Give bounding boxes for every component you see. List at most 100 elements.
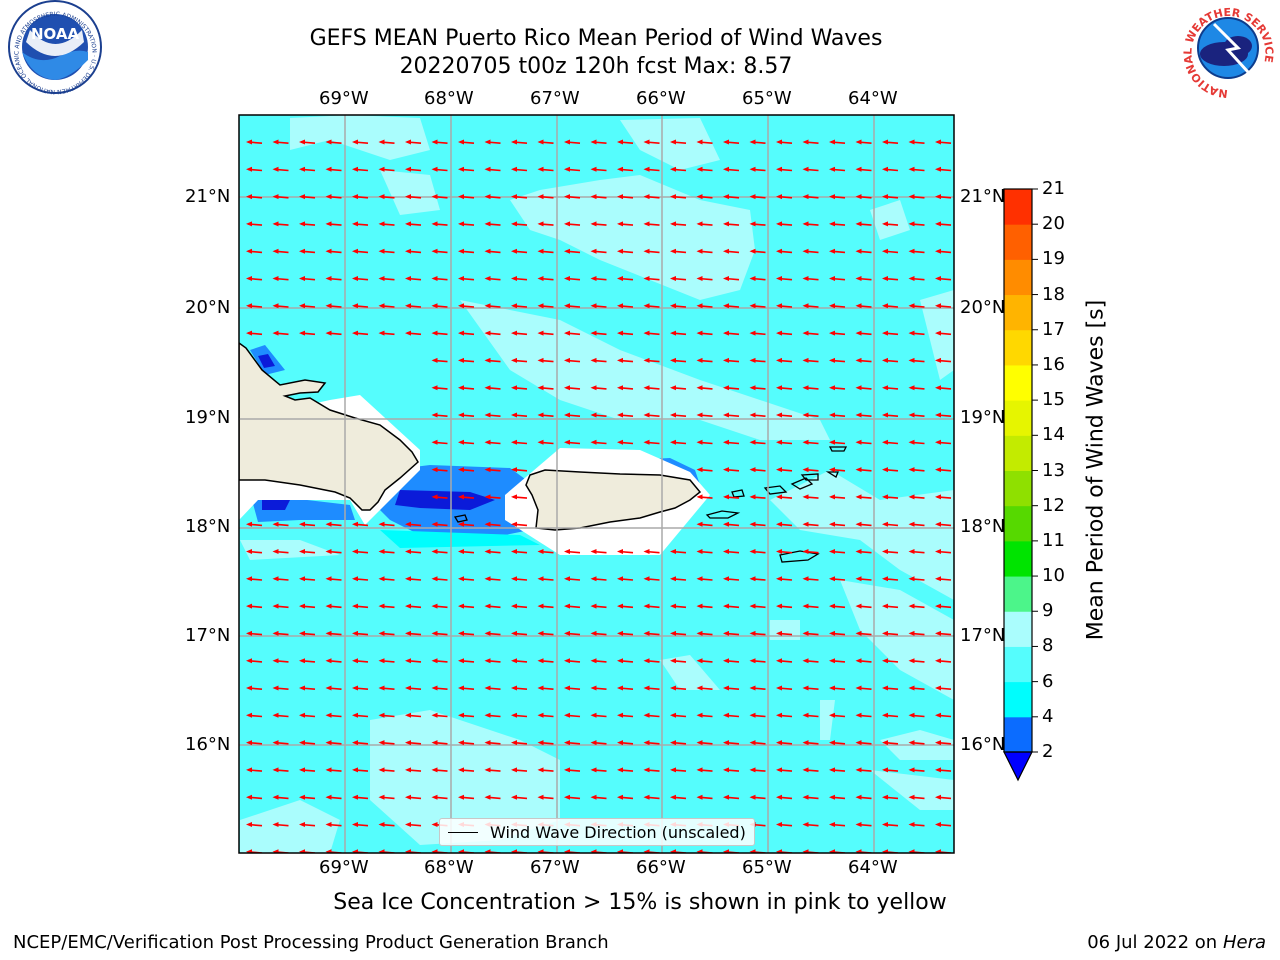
- wind-wave-arrowhead: [272, 712, 279, 718]
- wind-wave-arrowhead: [617, 357, 623, 363]
- wind-wave-arrowhead: [696, 194, 703, 200]
- wind-wave-arrowhead: [352, 166, 358, 172]
- wind-wave-arrowhead: [935, 658, 941, 664]
- wind-wave-arrowhead: [431, 767, 438, 773]
- wind-wave-arrowhead: [696, 166, 703, 172]
- wind-wave-arrowhead: [617, 412, 623, 418]
- wind-wave-arrowhead: [511, 412, 517, 418]
- wind-wave-arrowhead: [325, 630, 332, 636]
- lat-label-left: 16°N: [185, 734, 231, 755]
- wind-wave-arrowhead: [458, 630, 464, 636]
- wind-wave-arrowhead: [325, 276, 332, 281]
- wind-wave-arrowhead: [882, 276, 888, 281]
- wind-wave-arrowhead: [246, 740, 252, 746]
- wind-wave-arrowhead: [882, 685, 888, 691]
- wind-wave-arrowhead: [484, 658, 491, 664]
- wind-wave-arrowhead: [564, 794, 570, 800]
- wind-wave-arrowhead: [590, 166, 597, 172]
- wind-wave-arrowhead: [776, 467, 782, 473]
- wind-wave-arrowhead: [325, 166, 332, 172]
- wind-wave-arrowhead: [458, 658, 464, 664]
- wind-wave-arrowhead: [564, 385, 570, 391]
- wind-wave-arrowhead: [670, 139, 676, 145]
- wind-wave-arrowhead: [325, 139, 332, 145]
- wind-wave-arrowhead: [511, 303, 517, 309]
- colorbar-segment: [1004, 470, 1032, 507]
- wind-wave-arrowhead: [511, 685, 517, 691]
- wind-wave-arrowhead: [458, 494, 464, 500]
- wind-wave-arrowhead: [272, 794, 279, 800]
- wind-wave-arrowhead: [617, 439, 623, 445]
- wind-wave-arrowhead: [829, 685, 835, 691]
- wind-wave-arrowhead: [696, 494, 703, 500]
- wind-wave-arrowhead: [882, 822, 888, 827]
- wind-wave-arrowhead: [882, 330, 888, 336]
- wind-wave-arrowhead: [908, 822, 915, 827]
- wind-wave-arrowhead: [431, 221, 438, 227]
- wind-wave-arrowhead: [855, 712, 862, 718]
- wind-wave-arrowhead: [643, 767, 650, 773]
- colorbar-under-extension: [1003, 751, 1033, 782]
- wind-wave-arrowhead: [908, 603, 915, 609]
- wind-wave-arrowhead: [643, 139, 650, 145]
- wind-wave-arrowhead: [802, 767, 809, 773]
- wind-wave-arrowhead: [802, 303, 809, 309]
- wind-wave-arrowhead: [749, 194, 756, 200]
- wind-wave-arrowhead: [431, 139, 438, 145]
- wind-wave-arrowhead: [776, 221, 782, 227]
- wind-wave-arrowhead: [802, 658, 809, 664]
- wind-wave-arrowhead: [564, 276, 570, 281]
- wind-wave-arrowhead: [484, 439, 491, 445]
- wind-wave-arrowhead: [458, 139, 464, 145]
- wind-wave-arrowhead: [511, 439, 517, 445]
- wind-wave-arrowhead: [855, 439, 862, 445]
- wind-wave-arrowhead: [272, 849, 279, 853]
- wind-wave-arrowhead: [537, 194, 544, 200]
- wind-wave-arrowhead: [882, 767, 888, 773]
- wind-wave-arrowhead: [855, 521, 862, 527]
- wind-wave-arrowhead: [696, 467, 703, 473]
- wind-wave-arrowhead: [935, 276, 941, 281]
- wind-wave-arrowhead: [776, 248, 782, 254]
- wind-wave-arrowhead: [325, 330, 332, 336]
- wind-wave-arrowhead: [246, 849, 252, 853]
- wind-wave-arrowhead: [802, 630, 809, 636]
- wind-wave-arrowhead: [352, 549, 358, 554]
- wind-wave-arrowhead: [776, 521, 782, 527]
- wind-wave-arrowhead: [431, 658, 438, 664]
- wind-wave-arrowhead: [855, 467, 862, 473]
- wind-wave-arrowhead: [696, 439, 703, 445]
- wind-wave-arrowhead: [325, 685, 332, 691]
- wind-wave-arrowhead: [723, 712, 729, 718]
- wind-wave-arrowhead: [617, 248, 623, 254]
- wind-wave-arrowhead: [670, 276, 676, 281]
- wind-wave-arrowhead: [749, 303, 756, 309]
- wind-wave-arrowhead: [855, 166, 862, 172]
- wind-wave-arrowhead: [935, 521, 941, 527]
- wind-wave-arrowhead: [325, 767, 332, 773]
- wind-wave-arrowhead: [908, 385, 915, 391]
- wind-wave-arrowhead: [776, 603, 782, 609]
- wind-wave-arrowhead: [511, 221, 517, 227]
- wind-wave-arrowhead: [352, 603, 358, 609]
- lat-label-right: 17°N: [960, 625, 1006, 646]
- wind-wave-arrowhead: [405, 740, 411, 746]
- wind-wave-arrowhead: [723, 685, 729, 691]
- wind-wave-arrowhead: [829, 494, 835, 500]
- wind-wave-arrowhead: [855, 630, 862, 636]
- wind-wave-arrowhead: [564, 685, 570, 691]
- wind-wave-arrowhead: [776, 303, 782, 309]
- wind-wave-arrowhead: [670, 849, 676, 853]
- wind-wave-arrowhead: [723, 549, 729, 554]
- wind-wave-arrowhead: [378, 685, 385, 691]
- wind-wave-arrowhead: [643, 794, 650, 800]
- wind-wave-arrowhead: [882, 521, 888, 527]
- lon-label-bottom: 64°W: [848, 857, 898, 878]
- wind-wave-arrowhead: [802, 576, 809, 582]
- wind-wave-arrowhead: [696, 767, 703, 773]
- wind-wave-arrowhead: [802, 139, 809, 145]
- wind-wave-arrowhead: [352, 521, 358, 527]
- wind-wave-arrowhead: [378, 276, 385, 281]
- wind-wave-arrowhead: [882, 849, 888, 853]
- wind-wave-arrowhead: [246, 767, 252, 773]
